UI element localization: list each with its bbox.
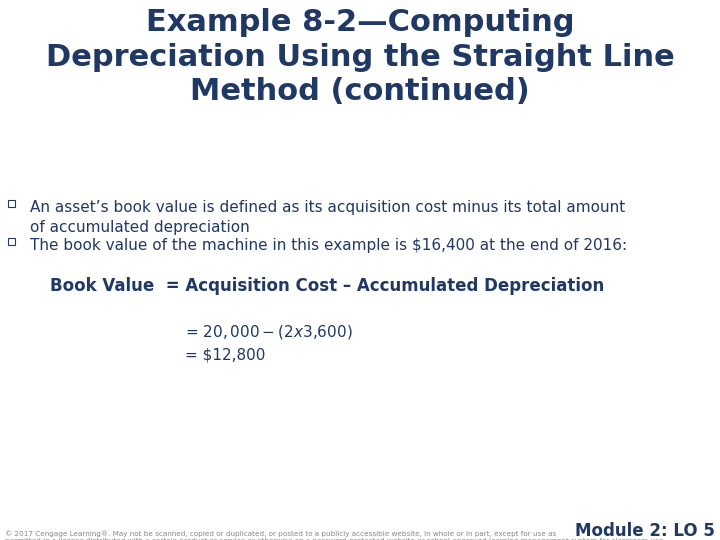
Text: An asset’s book value is defined as its acquisition cost minus its total amount
: An asset’s book value is defined as its … [30,200,625,235]
Text: = $20,000- (2x $3,600): = $20,000- (2x $3,600) [185,323,353,341]
Text: = $12,800: = $12,800 [185,348,266,363]
Text: Book Value  = Acquisition Cost – Accumulated Depreciation: Book Value = Acquisition Cost – Accumula… [50,277,604,295]
Text: Module 2: LO 5: Module 2: LO 5 [575,522,715,540]
Text: Example 8-2—Computing
Depreciation Using the Straight Line
Method (continued): Example 8-2—Computing Depreciation Using… [45,8,675,106]
Bar [8,238,15,245]
Bar [8,200,15,207]
Text: © 2017 Cengage Learning®. May not be scanned, copied or duplicated, or posted to: © 2017 Cengage Learning®. May not be sca… [5,530,665,540]
Text: The book value of the machine in this example is $16,400 at the end of 2016:: The book value of the machine in this ex… [30,238,627,253]
